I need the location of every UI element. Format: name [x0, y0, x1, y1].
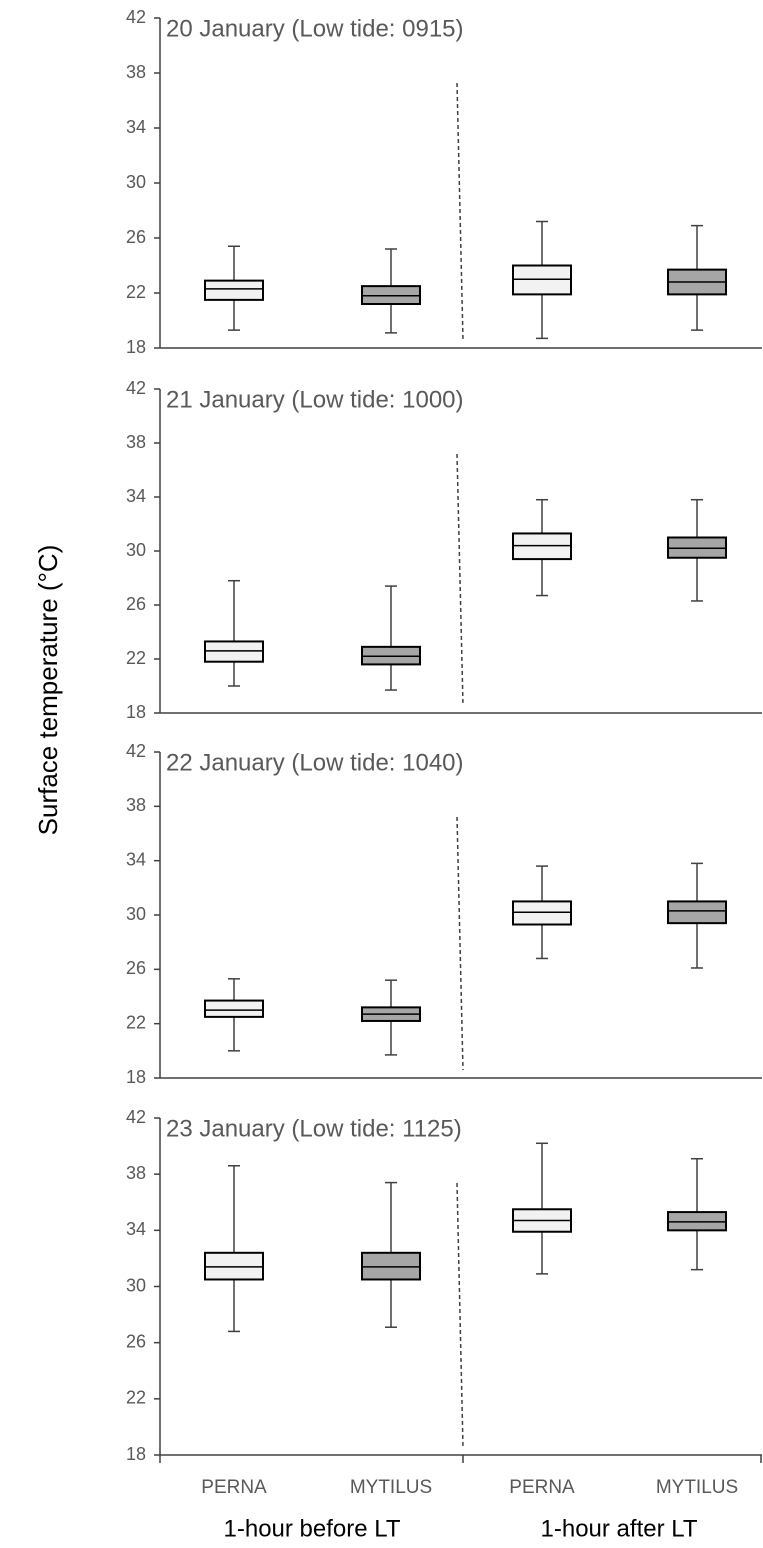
y-tick-label: 42 — [126, 741, 146, 761]
y-tick-label: 22 — [126, 648, 146, 668]
panel-title: 23 January (Low tide: 1125) — [166, 1115, 462, 1142]
panel-4: 18 22 26 30 34 38 42 23 January (Low tide: 1125… — [126, 1107, 762, 1464]
group-label-before: 1-hour before LT — [224, 1515, 401, 1542]
y-tick-label: 26 — [126, 594, 146, 614]
y-tick-label: 18 — [126, 337, 146, 357]
y-tick-label: 30 — [126, 1275, 146, 1295]
y-tick-label: 34 — [126, 849, 146, 869]
box-perna-before — [204, 245, 264, 331]
y-tick-label: 38 — [126, 795, 146, 815]
y-tick-label: 38 — [126, 432, 146, 452]
category-label-perna: PERNA — [509, 1477, 575, 1498]
y-tick-label: 18 — [126, 1067, 146, 1087]
x-axis-labels: PERNA MYTILUS PERNA MYTILUS 1-hour before LT… — [159, 1455, 762, 1542]
y-tick-label: 26 — [126, 227, 146, 247]
group-label-after: 1-hour after LT — [541, 1515, 698, 1542]
box-mytilus-after — [667, 498, 727, 602]
y-tick-label: 18 — [126, 702, 146, 722]
box-mytilus-before — [361, 585, 421, 691]
box-perna-after — [512, 865, 572, 960]
iqr-box — [667, 900, 727, 925]
box-mytilus-after — [667, 224, 727, 331]
y-tick-label: 30 — [126, 172, 146, 192]
y-tick-label: 26 — [126, 1331, 146, 1351]
y-tick-label: 34 — [126, 117, 146, 137]
panel-title: 20 January (Low tide: 0915) — [166, 15, 464, 42]
panels: 18 22 26 30 34 38 42 20 January (Low tide: 0915… — [126, 7, 762, 1464]
panel-title: 21 January (Low tide: 1000) — [166, 386, 464, 413]
iqr-box — [204, 279, 264, 301]
group-divider — [456, 816, 464, 1071]
iqr-box — [204, 999, 264, 1018]
box-mytilus-after — [667, 862, 727, 969]
y-tick-label: 42 — [126, 378, 146, 398]
category-label-mytilus: MYTILUS — [350, 1477, 432, 1498]
box-mytilus-before — [361, 248, 421, 334]
y-tick-label: 22 — [126, 1388, 146, 1408]
group-divider — [456, 453, 464, 706]
panel-title: 22 January (Low tide: 1040) — [166, 749, 464, 776]
y-tick-label: 34 — [126, 486, 146, 506]
y-tick-label: 38 — [126, 62, 146, 82]
box-mytilus-after — [667, 1157, 727, 1271]
box-perna-after — [512, 220, 572, 340]
y-tick-label: 30 — [126, 904, 146, 924]
box-perna-before — [204, 579, 264, 687]
y-tick-label: 34 — [126, 1219, 146, 1239]
y-tick-label: 38 — [126, 1163, 146, 1183]
box-mytilus-before — [361, 1181, 421, 1328]
category-label-perna: PERNA — [201, 1477, 267, 1498]
y-tick-label: 18 — [126, 1444, 146, 1464]
group-divider — [456, 1182, 464, 1448]
y-tick-label: 22 — [126, 1012, 146, 1032]
box-perna-before — [204, 978, 264, 1052]
y-tick-label: 30 — [126, 540, 146, 560]
box-perna-after — [512, 1142, 572, 1275]
panel-3: 18 22 26 30 34 38 42 22 January (Low tide: 1040… — [126, 741, 762, 1087]
y-tick-label: 42 — [126, 7, 146, 27]
box-perna-before — [204, 1164, 264, 1333]
box-mytilus-before — [361, 979, 421, 1056]
panel-1: 18 22 26 30 34 38 42 20 January (Low tide: 0915… — [126, 7, 762, 357]
y-tick-label: 22 — [126, 282, 146, 302]
y-axis-title: Surface temperature (°C) — [33, 545, 63, 836]
panel-2: 18 22 26 30 34 38 42 21 January (Low tide: 1000… — [126, 378, 762, 722]
box-perna-after — [512, 498, 572, 597]
category-label-mytilus: MYTILUS — [656, 1477, 738, 1498]
group-divider — [456, 82, 464, 341]
y-tick-label: 42 — [126, 1107, 146, 1127]
y-tick-label: 26 — [126, 958, 146, 978]
